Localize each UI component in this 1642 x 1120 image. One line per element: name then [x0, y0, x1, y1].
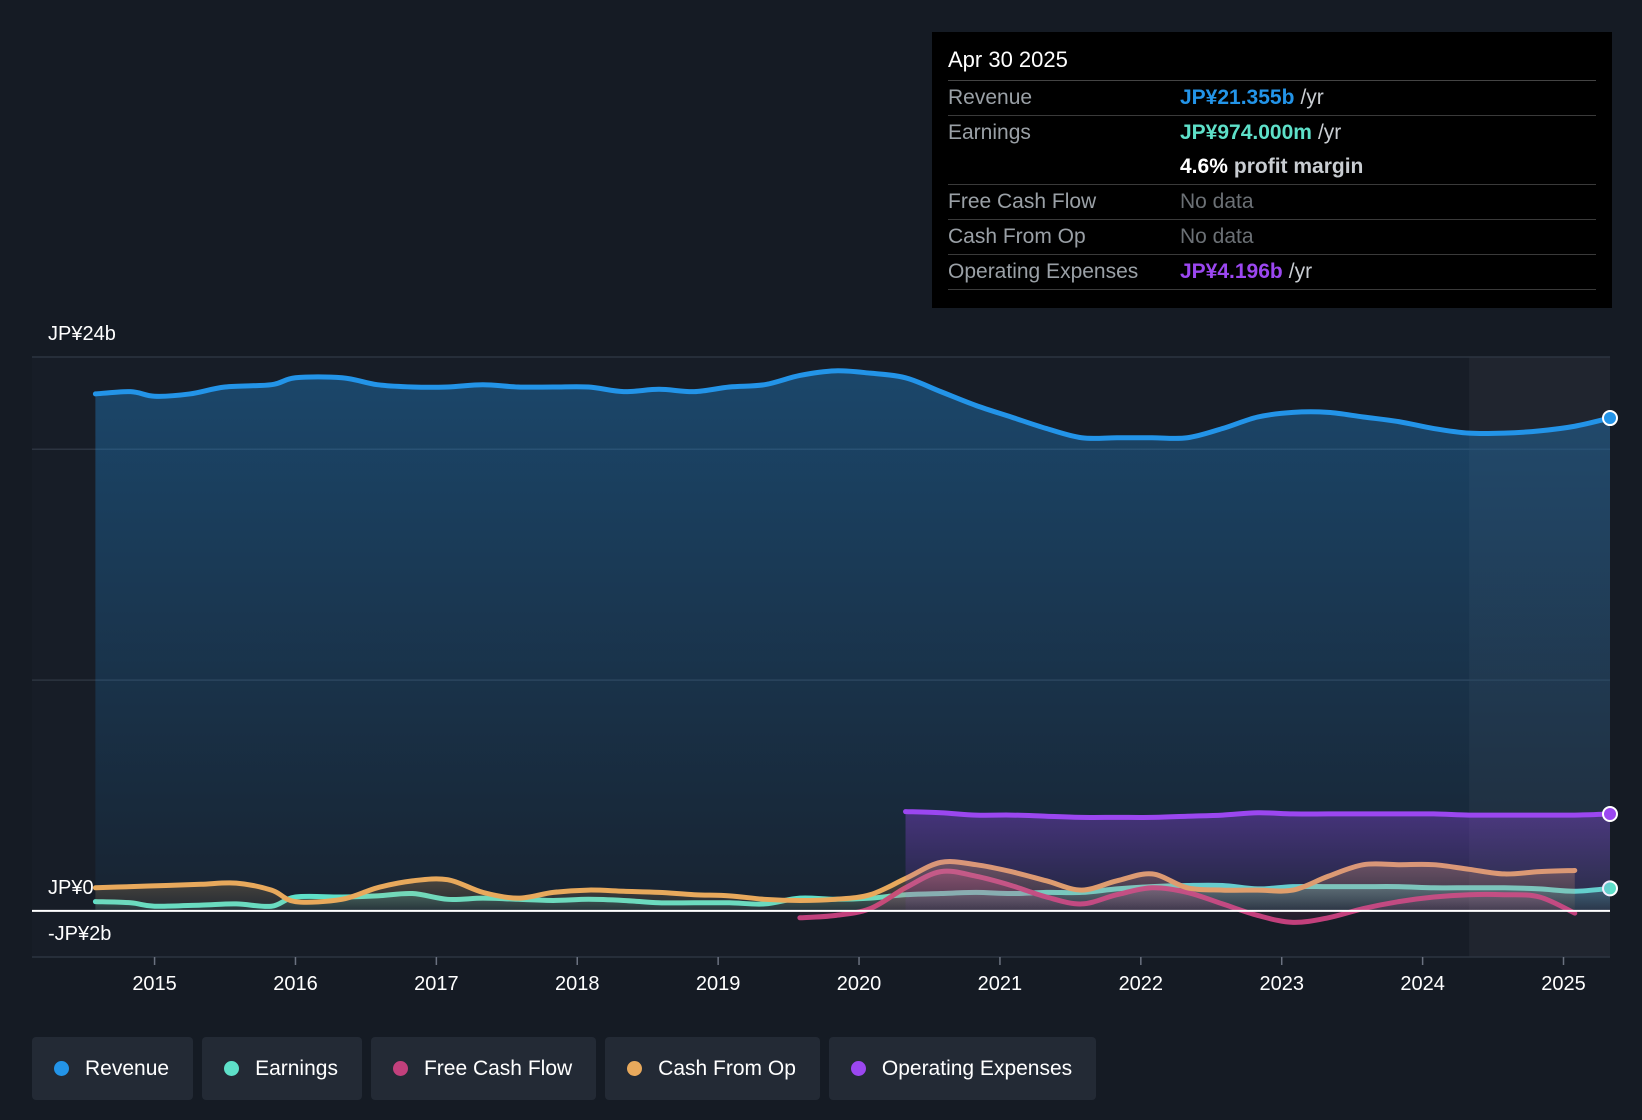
- revenue-line: [92, 368, 1613, 441]
- tooltip-row-opex: Operating Expenses JP¥4.196b /yr: [948, 255, 1596, 290]
- legend-dot-icon: [392, 1061, 408, 1076]
- y-label-top: JP¥24b: [48, 323, 116, 345]
- legend-label: Revenue: [85, 1056, 170, 1080]
- y-label-zero: JP¥0: [48, 877, 94, 899]
- tooltip-value: 4.6%: [1180, 155, 1228, 178]
- revenue-end-marker: [1602, 410, 1618, 427]
- tooltip-row-revenue: Revenue JP¥21.355b /yr: [948, 81, 1596, 116]
- x-tick-label: 2025: [1541, 973, 1586, 995]
- tooltip-row-fcf: Free Cash Flow No data: [948, 185, 1596, 220]
- tooltip-value: No data: [1180, 225, 1254, 248]
- tooltip-key: Earnings: [948, 121, 1031, 144]
- legend-dot-icon: [627, 1061, 643, 1076]
- operating-expenses-line: [903, 809, 1613, 820]
- legend: Revenue Earnings Free Cash Flow Cash Fro…: [32, 1037, 1105, 1100]
- legend-item-free-cash-flow[interactable]: Free Cash Flow: [370, 1037, 597, 1100]
- revenue-area: [95, 370, 1611, 911]
- x-tick-label: 2019: [696, 973, 741, 995]
- x-tick-label: 2024: [1400, 973, 1445, 995]
- tooltip-unit: /yr: [1300, 86, 1324, 109]
- legend-dot-icon: [850, 1061, 866, 1076]
- tooltip-value: No data: [1180, 190, 1254, 213]
- tooltip-row-margin: 4.6% profit margin: [948, 150, 1596, 185]
- x-tick-label: 2022: [1119, 973, 1164, 995]
- tooltip-key: Revenue: [948, 86, 1033, 109]
- legend-label: Free Cash Flow: [423, 1056, 573, 1080]
- tooltip-key: Cash From Op: [948, 225, 1086, 248]
- legend-label: Cash From Op: [658, 1056, 796, 1080]
- axis-layer: 2015 2016 2017 2018 2019 2020 2021 2022 2023 2024…: [32, 909, 1610, 995]
- x-tick-label: 2023: [1259, 973, 1304, 995]
- tooltip-key: Operating Expenses: [948, 260, 1139, 283]
- legend-item-cash-from-op[interactable]: Cash From Op: [605, 1037, 820, 1100]
- tooltip-unit: /yr: [1317, 121, 1342, 144]
- x-tick-label: 2016: [273, 973, 318, 995]
- legend-item-revenue[interactable]: Revenue: [32, 1037, 194, 1100]
- legend-item-operating-expenses[interactable]: Operating Expenses: [828, 1037, 1097, 1100]
- x-tick-label: 2018: [555, 973, 600, 995]
- tooltip-unit: profit margin: [1233, 155, 1364, 178]
- x-tick-label: 2015: [132, 973, 177, 995]
- tooltip-value: JP¥974.000m: [1180, 121, 1312, 144]
- tooltip-row-earnings: Earnings JP¥974.000m /yr: [948, 116, 1596, 150]
- tooltip-date: Apr 30 2025: [948, 46, 1596, 81]
- x-tick-label: 2021: [978, 973, 1023, 995]
- tooltip-panel: Apr 30 2025 Revenue JP¥21.355b /yr Earni…: [932, 32, 1612, 308]
- operating-expenses-area: [905, 811, 1610, 911]
- legend-dot-icon: [54, 1061, 69, 1076]
- series-layer: [92, 368, 1618, 925]
- y-label-bottom: -JP¥2b: [48, 923, 111, 945]
- tooltip-key: Free Cash Flow: [948, 190, 1097, 213]
- legend-label: Operating Expenses: [881, 1056, 1073, 1080]
- operating-expenses-end-marker: [1602, 806, 1618, 823]
- chart-area: 2015 2016 2017 2018 2019 2020 2021 2022 2023 2024…: [32, 323, 1618, 995]
- legend-dot-icon: [224, 1061, 240, 1076]
- tooltip-row-cfo: Cash From Op No data: [948, 220, 1596, 255]
- legend-item-earnings[interactable]: Earnings: [202, 1037, 362, 1100]
- tooltip-unit: /yr: [1288, 260, 1313, 283]
- tooltip-value: JP¥4.196b: [1180, 260, 1283, 283]
- tooltip-value: JP¥21.355b: [1180, 86, 1295, 109]
- legend-label: Earnings: [255, 1056, 338, 1080]
- x-tick-label: 2017: [414, 973, 459, 995]
- x-tick-label: 2020: [837, 973, 882, 995]
